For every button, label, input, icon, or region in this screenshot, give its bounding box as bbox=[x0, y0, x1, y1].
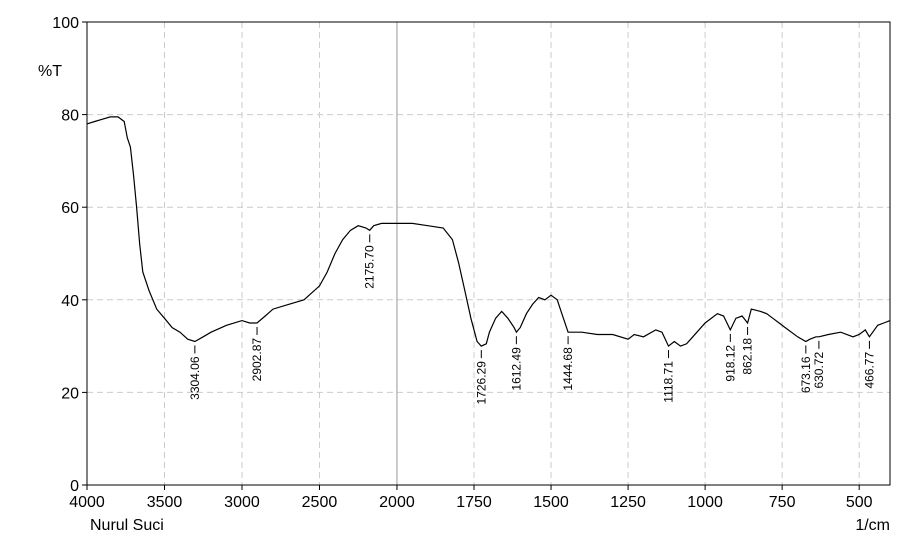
peak-label: 1612.49 bbox=[509, 347, 523, 391]
peak-label: 673.16 bbox=[799, 356, 813, 393]
x-tick-label: 4000 bbox=[69, 494, 105, 511]
spectrum-line bbox=[86, 116, 891, 348]
y-tick-label: 60 bbox=[61, 200, 79, 217]
x-tick-label: 1250 bbox=[610, 494, 646, 511]
x-tick-label: 2000 bbox=[379, 494, 415, 511]
peak-label: 1444.68 bbox=[561, 347, 575, 391]
x-tick-label: 1750 bbox=[456, 494, 492, 511]
y-tick-label: 0 bbox=[70, 478, 79, 495]
x-tick-label: 500 bbox=[846, 494, 873, 511]
peak-label: 630.72 bbox=[812, 352, 826, 389]
author: Nurul Suci bbox=[90, 517, 164, 534]
peak-label: 1118.71 bbox=[662, 361, 676, 403]
y-tick-label: 20 bbox=[61, 385, 79, 402]
y-tick-label: 80 bbox=[61, 108, 79, 125]
y-tick-label: 40 bbox=[61, 293, 79, 310]
x-tick-label: 1000 bbox=[687, 494, 723, 511]
plot-frame bbox=[86, 21, 891, 486]
x-tick-label: 2500 bbox=[302, 494, 338, 511]
peak-label: 918.12 bbox=[723, 345, 737, 382]
x-tick-label: 1500 bbox=[533, 494, 569, 511]
x-tick-label: 3000 bbox=[224, 494, 260, 511]
x-tick-label: 3500 bbox=[147, 494, 183, 511]
y-axis-label: %T bbox=[38, 63, 62, 80]
peak-label: 2175.70 bbox=[363, 245, 377, 289]
x-axis-label: 1/cm bbox=[855, 517, 890, 534]
peak-label: 2902.87 bbox=[250, 338, 264, 382]
y-tick-label: 100 bbox=[52, 15, 79, 32]
x-tick-label: 750 bbox=[769, 494, 796, 511]
peak-label: 1726.29 bbox=[474, 361, 488, 405]
peak-label: 862.18 bbox=[741, 338, 755, 375]
peak-label: 466.77 bbox=[862, 352, 876, 389]
peak-label: 3304.06 bbox=[188, 356, 202, 400]
